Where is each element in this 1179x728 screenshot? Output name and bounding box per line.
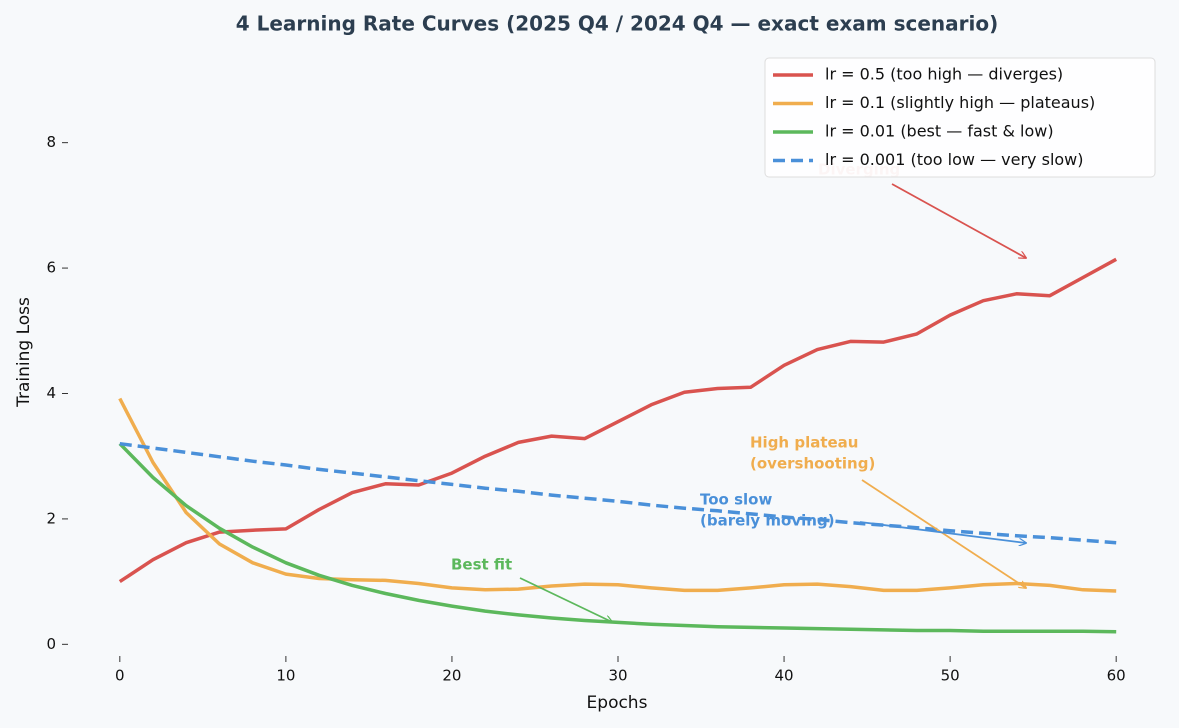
series-line: [119, 441, 1117, 545]
x-tick-label: 60: [1107, 667, 1126, 685]
annotation-arrow: [859, 521, 1026, 543]
series-line: [118, 397, 1117, 593]
series-line: [118, 257, 1118, 584]
y-axis-label: Training Loss: [14, 297, 34, 408]
annotation-arrow: [891, 183, 1026, 258]
annotation-text: (overshooting): [750, 455, 875, 473]
annotation-text: High plateau: [750, 434, 858, 452]
y-tick-label: 0: [46, 635, 56, 653]
legend-label: lr = 0.5 (too high — diverges): [825, 65, 1063, 84]
legend-label: lr = 0.01 (best — fast & low): [825, 122, 1054, 141]
legend-label: lr = 0.1 (slightly high — plateaus): [825, 93, 1095, 112]
annotation-arrow: [861, 479, 1026, 588]
y-tick-label: 2: [46, 509, 56, 527]
chart-title: 4 Learning Rate Curves (2025 Q4 / 2024 Q…: [236, 12, 999, 36]
annotation-arrow: [519, 577, 612, 622]
x-tick-label: 50: [941, 667, 960, 685]
legend-label: lr = 0.001 (too low — very slow): [825, 150, 1084, 169]
y-tick-label: 6: [46, 259, 56, 277]
x-tick-label: 0: [115, 667, 125, 685]
annotation-text: Too slow: [700, 491, 772, 509]
x-tick-label: 40: [775, 667, 794, 685]
x-tick-label: 20: [442, 667, 461, 685]
x-tick-label: 30: [608, 667, 627, 685]
legend-box: [764, 57, 1156, 178]
annotation-text: (barely moving): [700, 512, 835, 530]
x-tick-label: 10: [276, 667, 295, 685]
series-line: [118, 442, 1117, 634]
y-tick-label: 8: [46, 133, 56, 151]
y-tick-label: 4: [46, 384, 56, 402]
annotation-text: Best fit: [451, 556, 512, 574]
x-axis-label: Epochs: [587, 693, 648, 713]
